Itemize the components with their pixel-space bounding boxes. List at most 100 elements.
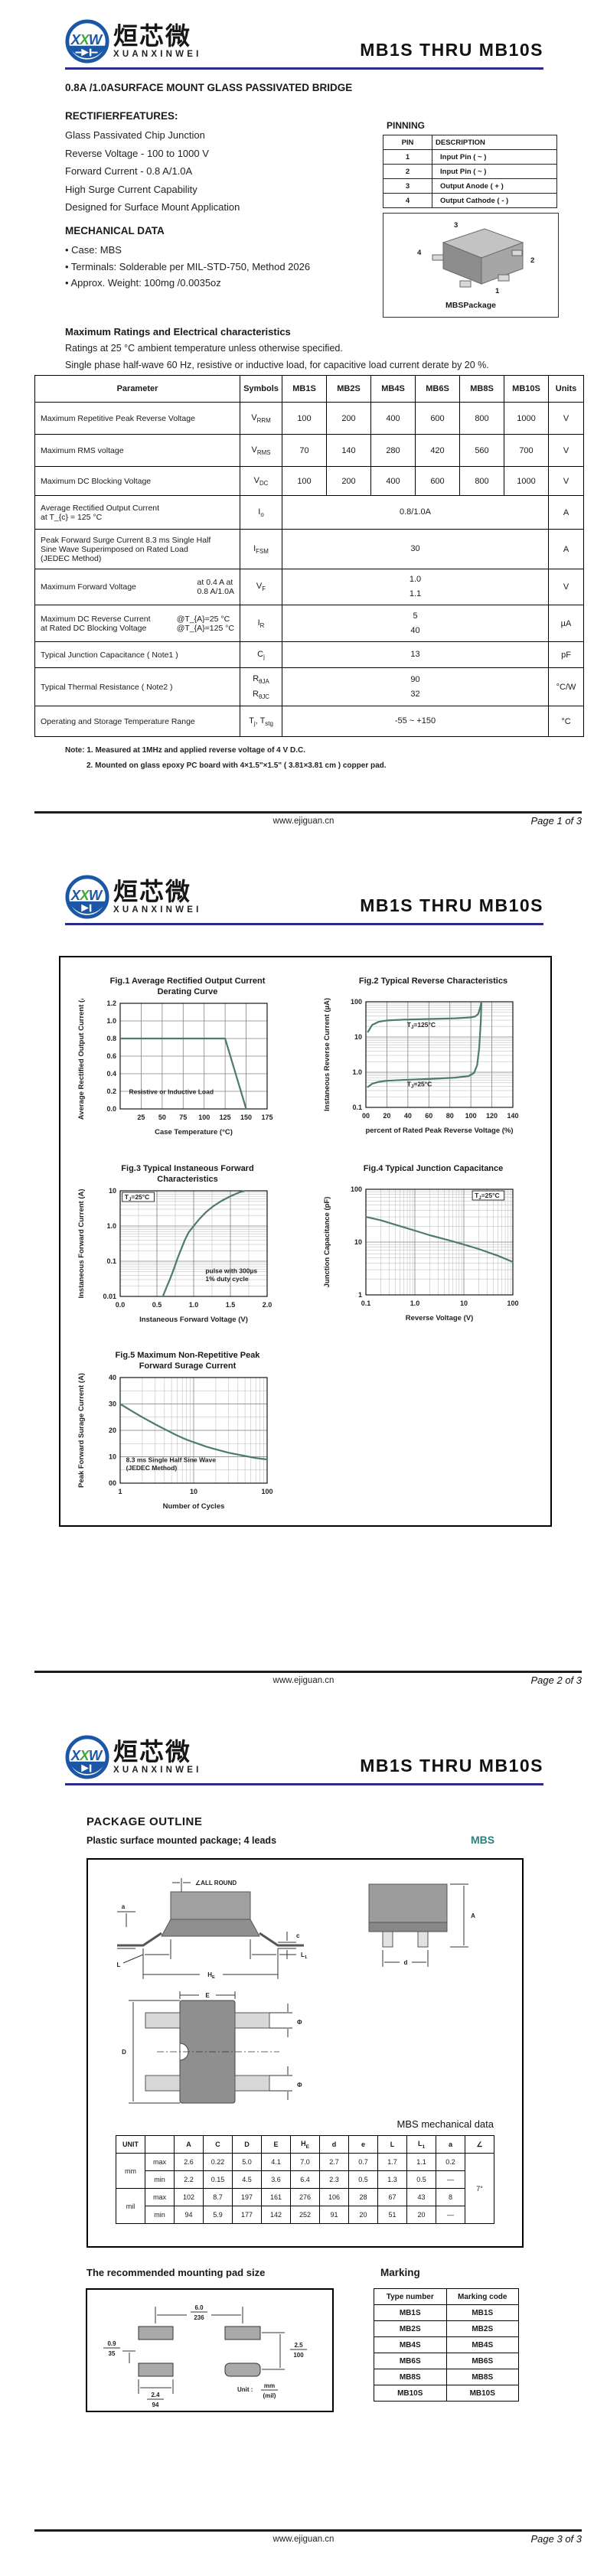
value-cell: 200 bbox=[326, 466, 371, 496]
value-cell: 102 bbox=[174, 2188, 204, 2206]
page-number: Page 2 of 3 bbox=[530, 1674, 583, 1686]
table-cell: MB4S bbox=[374, 2336, 447, 2353]
svg-text:100: 100 bbox=[261, 1488, 272, 1495]
parameter-cell: Operating and Storage Temperature Range bbox=[34, 706, 240, 737]
page2-header: X X W 烜芯微 XUANXINWEI MB1S THRU MB10S bbox=[0, 875, 607, 928]
svg-text:HE​: HE​ bbox=[207, 1971, 215, 1980]
value-cell: 100 bbox=[282, 466, 327, 496]
value-cell: 5 40 bbox=[282, 605, 549, 642]
table-row: Parameter Symbols MB1S MB2S MB4S MB6S MB8S MB10… bbox=[34, 375, 584, 403]
svg-text:25: 25 bbox=[137, 1114, 145, 1121]
mounting-pad-heading: The recommended mounting pad size bbox=[86, 2267, 266, 2278]
ratings-table-body: Maximum Repetitive Peak Reverse Voltage V… bbox=[34, 402, 584, 737]
value-cell: — bbox=[436, 2206, 465, 2224]
value-cell: 30 bbox=[282, 529, 549, 569]
unit-cell: A bbox=[548, 495, 584, 530]
svg-text:0.8: 0.8 bbox=[106, 1035, 116, 1042]
value-cell: 67 bbox=[377, 2188, 407, 2206]
brand-logo: X X W 烜芯微 XUANXINWEI bbox=[65, 19, 201, 64]
value-cell: 276 bbox=[290, 2188, 320, 2206]
svg-text:A: A bbox=[471, 1912, 475, 1919]
parameter-condition: at 0.4 A at 0.8 A/1.0A bbox=[197, 578, 234, 596]
figure-2-title: Fig.2 Typical Reverse Characteristics bbox=[358, 977, 508, 986]
unit-cell: °C bbox=[548, 706, 584, 737]
value-cell: 252 bbox=[290, 2206, 320, 2224]
svg-text:10: 10 bbox=[354, 1033, 362, 1041]
value-cell: 5.0 bbox=[232, 2153, 262, 2171]
table-cell: MB4S bbox=[445, 2336, 519, 2353]
parameter-flex: Maximum DC Reverse Current at Rated DC B… bbox=[41, 615, 234, 633]
table-row: 3 Output Anode ( + ) bbox=[383, 178, 557, 194]
minmax-cell: min bbox=[145, 2170, 175, 2189]
table-row: PIN DESCRIPTION bbox=[383, 135, 557, 150]
value-cell: 6.4 bbox=[290, 2170, 320, 2189]
value-cell: 5.9 bbox=[203, 2206, 233, 2224]
value-cell: 3.6 bbox=[261, 2170, 291, 2189]
svg-text:0.2: 0.2 bbox=[106, 1087, 116, 1095]
column-header: Marking code bbox=[445, 2288, 519, 2305]
brand-name-cn: 烜芯微 bbox=[113, 878, 192, 906]
svg-text:236: 236 bbox=[194, 2314, 204, 2321]
svg-text:a: a bbox=[122, 1903, 126, 1910]
value-cell: 1000 bbox=[504, 402, 549, 435]
brand-name-en: XUANXINWEI bbox=[113, 1765, 202, 1775]
table-cell: MB6S bbox=[374, 2353, 447, 2369]
svg-text:0.1: 0.1 bbox=[361, 1299, 371, 1307]
svg-text:10: 10 bbox=[190, 1488, 197, 1495]
value-cell: 600 bbox=[415, 466, 460, 496]
column-header: UNIT bbox=[116, 2135, 145, 2154]
features-heading: RECTIFIERFEATURES: bbox=[65, 110, 178, 122]
svg-text:100: 100 bbox=[507, 1299, 518, 1307]
svg-text:L1​: L1​ bbox=[301, 1952, 308, 1960]
value-cell: 0.22 bbox=[203, 2153, 233, 2171]
value-cell: 560 bbox=[459, 434, 504, 467]
table-row: mm max 2.6 0.22 5.0 4.1 7.0 2.7 0.7 1.7 1.1 0.2 7° bbox=[116, 2153, 494, 2224]
figure-2: Fig.2 Typical Reverse Characteristics 00… bbox=[318, 977, 548, 1140]
column-header: Symbols bbox=[240, 375, 282, 403]
brand-logo-text: 烜芯微 XUANXINWEI bbox=[113, 24, 201, 59]
column-header: e bbox=[348, 2135, 378, 2154]
value-cell: 0.5 bbox=[406, 2170, 436, 2189]
value-cell: 161 bbox=[261, 2188, 291, 2206]
brand-logo-icon: X X W bbox=[65, 875, 109, 919]
svg-text:W: W bbox=[89, 31, 103, 47]
svg-text:Peak Forward Surage Current (A: Peak Forward Surage Current (A) bbox=[77, 1373, 86, 1488]
value-cell: 1.7 bbox=[377, 2153, 407, 2171]
figures-box bbox=[59, 956, 552, 1527]
figure-4-chart: 0.1 1.0 10 100 1 10 100 Reverse Voltage (V) Junc… bbox=[323, 1185, 519, 1322]
parameter-cell: Maximum DC Blocking Voltage bbox=[34, 466, 240, 496]
value-cell: 2.7 bbox=[319, 2153, 349, 2171]
table-cell: Output Cathode ( - ) bbox=[432, 193, 557, 208]
svg-text:0.4: 0.4 bbox=[106, 1070, 116, 1078]
table-cell: 1 bbox=[383, 149, 432, 165]
mech-data-table-head: UNIT A C D E HE d e L L1 a ∠ bbox=[116, 2135, 494, 2154]
parameter-cell: Maximum Repetitive Peak Reverse Voltage bbox=[34, 402, 240, 435]
package-side-view-drawing: ∠ALL ROUND a c L L1​ HE​ bbox=[117, 1878, 308, 1980]
ratings-notes: Note: 1. Measured at 1MHz and applied re… bbox=[65, 743, 387, 774]
column-header: A bbox=[174, 2135, 204, 2154]
feature-item-4: Designed for Surface Mount Application bbox=[65, 201, 240, 213]
value-cell: 177 bbox=[232, 2206, 262, 2224]
value-cell: 2.3 bbox=[319, 2170, 349, 2189]
value-cell: 400 bbox=[370, 402, 416, 435]
figure-4: Fig.4 Typical Junction Capacitance 0.1 1.… bbox=[318, 1164, 548, 1327]
svg-text:d: d bbox=[404, 1959, 408, 1966]
svg-text:30: 30 bbox=[109, 1400, 116, 1407]
mech-item-0: • Case: MBS bbox=[65, 244, 122, 256]
table-row: Average Rectified Output Current at T_{c… bbox=[34, 495, 584, 530]
table-cell: 4 bbox=[383, 193, 432, 208]
value-cell: 800 bbox=[459, 466, 504, 496]
package-end-view-drawing: Ad bbox=[368, 1883, 475, 1967]
column-header: HE bbox=[290, 2135, 320, 2154]
svg-text:X: X bbox=[70, 1747, 82, 1763]
brand-name-en: XUANXINWEI bbox=[113, 905, 202, 915]
column-header: D bbox=[232, 2135, 262, 2154]
page2-footer: www.ejiguan.cn Page 2 of 3 bbox=[0, 1671, 607, 1694]
features-list: Glass Passivated Chip Junction Reverse Vo… bbox=[65, 126, 240, 217]
minmax-cell: max bbox=[145, 2153, 175, 2171]
svg-text:8.3 ms Single Half Sine Wave(J: 8.3 ms Single Half Sine Wave (JEDEC Metho… bbox=[126, 1456, 217, 1472]
unit-cell: V bbox=[548, 466, 584, 496]
table-row: UNIT A C D E HE d e L L1 a ∠ bbox=[116, 2135, 494, 2154]
svg-text:0.1: 0.1 bbox=[352, 1104, 362, 1111]
page-number: Page 1 of 3 bbox=[530, 815, 583, 827]
